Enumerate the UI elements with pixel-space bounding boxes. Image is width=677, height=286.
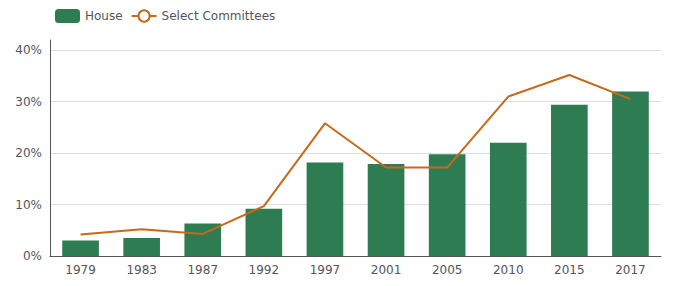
svg-text:1992: 1992	[249, 263, 280, 277]
svg-text:40%: 40%	[15, 43, 42, 57]
svg-text:House: House	[85, 9, 123, 23]
svg-text:1979: 1979	[65, 263, 96, 277]
svg-text:2010: 2010	[493, 263, 524, 277]
svg-text:2001: 2001	[371, 263, 402, 277]
svg-text:2005: 2005	[432, 263, 463, 277]
svg-text:10%: 10%	[15, 198, 42, 212]
svg-text:30%: 30%	[15, 95, 42, 109]
svg-text:0%: 0%	[23, 249, 42, 263]
svg-text:20%: 20%	[15, 146, 42, 160]
svg-text:1987: 1987	[187, 263, 218, 277]
svg-text:2017: 2017	[615, 263, 646, 277]
svg-text:1983: 1983	[126, 263, 157, 277]
svg-text:Select Committees: Select Committees	[162, 9, 276, 23]
svg-text:2015: 2015	[554, 263, 585, 277]
svg-text:1997: 1997	[310, 263, 341, 277]
